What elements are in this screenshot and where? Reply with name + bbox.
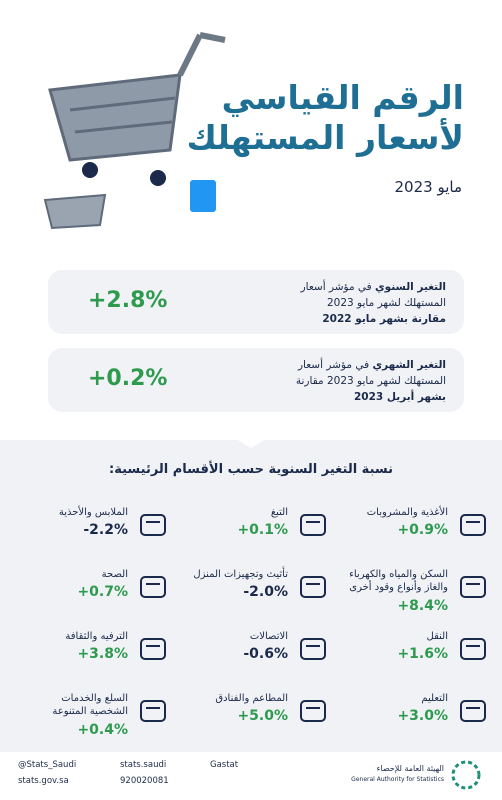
category-icon: [300, 576, 326, 598]
category-icon: [140, 638, 166, 660]
category: السلع والخدمات الشخصية المتنوعة +0.4%: [19, 686, 174, 744]
label-line: الأغذية والمشروبات: [366, 507, 448, 518]
category: السكن والمياه والكهرباء والغاز وأنواع وقو…: [339, 562, 494, 620]
category-value: +0.7%: [77, 584, 128, 600]
footer-app: Gastat: [210, 760, 239, 770]
text-line: مقارنة بشهر مايو 2022: [322, 313, 446, 325]
footer-twitter: @Stats_Saudi: [18, 760, 77, 770]
section-heading: نسبة التغير السنوية حسب الأقسام الرئيسية…: [109, 462, 393, 477]
label-line: الاتصالات: [249, 631, 288, 642]
category-value: +3.0%: [397, 708, 448, 724]
category-icon: [140, 514, 166, 536]
category-label: الاتصالات: [250, 630, 288, 643]
category-icon: [140, 700, 166, 722]
label-line: الملابس والأحذية: [58, 507, 128, 518]
category-value: -0.6%: [243, 646, 288, 662]
category-label: الصحة: [102, 568, 128, 581]
category-value: +8.4%: [397, 598, 448, 614]
text-line: التغير الشهري في مؤشر أسعار: [296, 357, 446, 373]
stat-text: التغير السنوي في مؤشر أسعار المستهلك لشهر…: [301, 279, 446, 327]
org-en: General Authority for Statistics: [351, 776, 444, 783]
category-value: +0.1%: [237, 522, 288, 538]
footer: @Stats_Saudi stats.gov.sa stats.saudi 92…: [0, 752, 502, 800]
category: النقل +1.6%: [339, 624, 494, 682]
category-value: -2.2%: [83, 522, 128, 538]
stat-card: +0.2% التغير الشهري في مؤشر أسعار المستهلك…: [48, 348, 464, 412]
stat-text: التغير الشهري في مؤشر أسعار المستهلك لشهر…: [296, 357, 446, 405]
cart-illustration: [43, 32, 226, 230]
category-icon: [300, 638, 326, 660]
label-line: التبغ: [270, 507, 288, 518]
category-icon: [460, 700, 486, 722]
category-label: التبغ: [271, 506, 288, 519]
lead: التغير الشهري: [372, 359, 446, 371]
section-background: [0, 440, 502, 752]
category: الاتصالات -0.6%: [179, 624, 334, 682]
category-label: الملابس والأحذية: [59, 506, 128, 519]
category: المطاعم والفنادق +5.0%: [179, 686, 334, 744]
category: الأغذية والمشروبات +0.9%: [339, 500, 494, 558]
category-label: السكن والمياه والكهرباء والغاز وأنواع وقو…: [349, 568, 448, 594]
label-line: الشخصية المتنوعة: [52, 706, 128, 717]
category: تأثيث وتجهيزات المنزل -2.0%: [179, 562, 334, 620]
label-line: التعليم: [421, 693, 448, 704]
text: في مؤشر أسعار: [300, 281, 372, 293]
category-value: +0.9%: [397, 522, 448, 538]
title-line: الرقم القياسي: [221, 78, 464, 117]
category-icon: [460, 638, 486, 660]
label-line: تأثيث وتجهيزات المنزل: [193, 569, 288, 580]
title-line: لأسعار المستهلك: [186, 118, 464, 157]
org-ar: الهيئة العامة للإحصاء: [376, 764, 444, 773]
text-line: المستهلك لشهر مايو 2023 مقارنة: [295, 375, 446, 387]
category: التبغ +0.1%: [179, 500, 334, 558]
stat-value: +2.8%: [88, 288, 168, 313]
category-value: +1.6%: [397, 646, 448, 662]
category-icon: [140, 576, 166, 598]
label-line: السكن والمياه والكهرباء: [349, 569, 448, 580]
text-line: بشهر أبريل 2023: [353, 391, 446, 403]
category-label: المطاعم والفنادق: [215, 692, 288, 705]
footer-phone: 920020081: [120, 776, 169, 786]
lead: التغير السنوي: [375, 281, 446, 293]
stat-card: +2.8% التغير السنوي في مؤشر أسعار المستهلك…: [48, 270, 464, 334]
category-icon: [460, 514, 486, 536]
category: الملابس والأحذية -2.2%: [19, 500, 174, 558]
category: التعليم +3.0%: [339, 686, 494, 744]
label-line: النقل: [426, 631, 448, 642]
label-line: والغاز وأنواع وقود أخرى: [349, 582, 448, 593]
category-value: +5.0%: [237, 708, 288, 724]
text-line: التغير السنوي في مؤشر أسعار: [301, 279, 446, 295]
label-line: الترفيه والثقافة: [65, 631, 128, 642]
category-label: الأغذية والمشروبات: [367, 506, 448, 519]
logo: [451, 760, 481, 790]
category: الترفيه والثقافة +3.8%: [19, 624, 174, 682]
footer-website: stats.gov.sa: [18, 776, 69, 786]
category: الصحة +0.7%: [19, 562, 174, 620]
category-value: +0.4%: [77, 722, 128, 738]
label-line: الصحة: [101, 569, 128, 580]
category-value: -2.0%: [243, 584, 288, 600]
text: في مؤشر أسعار: [297, 359, 370, 371]
category-label: السلع والخدمات الشخصية المتنوعة: [52, 692, 128, 718]
category-label: الترفيه والثقافة: [65, 630, 128, 643]
category-icon: [300, 514, 326, 536]
stat-value: +0.2%: [88, 366, 168, 391]
footer-social: stats.saudi: [120, 760, 167, 770]
category-value: +3.8%: [77, 646, 128, 662]
category-icon: [300, 700, 326, 722]
category-label: التعليم: [421, 692, 448, 705]
label-line: السلع والخدمات: [61, 693, 128, 704]
label-line: المطاعم والفنادق: [215, 693, 288, 704]
category-icon: [460, 576, 486, 598]
text-line: المستهلك لشهر مايو 2023: [326, 297, 446, 309]
category-label: النقل: [427, 630, 448, 643]
notch: [238, 440, 264, 448]
date: مايو 2023: [394, 178, 462, 196]
category-label: تأثيث وتجهيزات المنزل: [193, 568, 288, 581]
